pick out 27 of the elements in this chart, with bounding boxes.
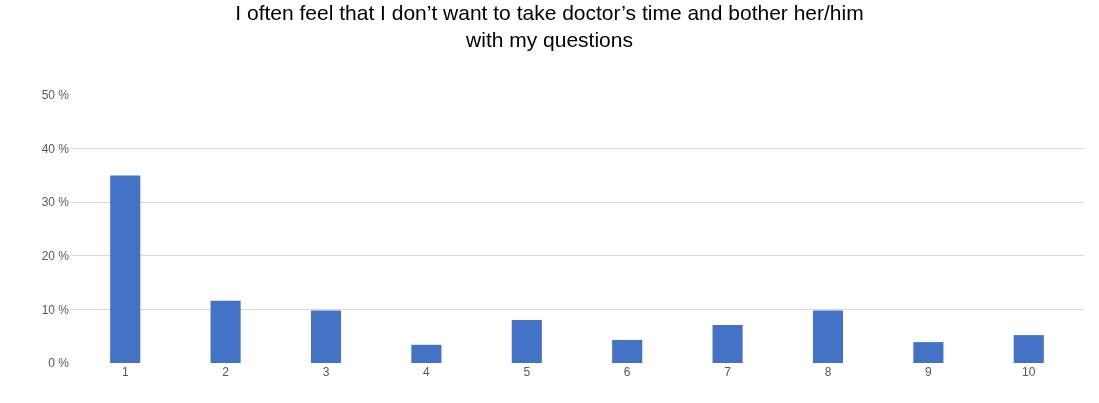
- bar: [210, 300, 241, 363]
- bar: [612, 339, 643, 363]
- bar: [511, 320, 542, 363]
- x-tick-label: 7: [724, 365, 732, 379]
- bar: [310, 310, 342, 363]
- y-tick-label: 10 %: [41, 302, 70, 317]
- x-tick-label: 5: [523, 365, 531, 379]
- x-tick-label: 6: [623, 365, 631, 379]
- x-tick-label: 4: [423, 365, 431, 379]
- x-tick-label: 10: [1022, 365, 1036, 379]
- bar: [1013, 335, 1044, 363]
- bar: [110, 175, 141, 363]
- y-tick-label: 40 %: [41, 141, 70, 156]
- y-tick-label: 20 %: [41, 249, 70, 263]
- y-tick-label: 30 %: [41, 195, 70, 210]
- bar: [411, 344, 442, 363]
- y-tick-label: 0 %: [48, 356, 70, 371]
- x-tick-label: 3: [322, 365, 330, 379]
- bar: [913, 342, 944, 363]
- x-tick-label: 8: [824, 365, 832, 379]
- y-tick-label: 50 %: [41, 88, 70, 103]
- bar: [712, 324, 743, 363]
- x-tick-label: 2: [222, 365, 230, 379]
- x-tick-label: 1: [121, 365, 129, 379]
- chart-title: I often feel that I don’t want to take doctor’s time and bother her/him with my questions: [235, 1, 864, 52]
- bar: [812, 310, 844, 363]
- x-tick-label: 9: [925, 365, 933, 379]
